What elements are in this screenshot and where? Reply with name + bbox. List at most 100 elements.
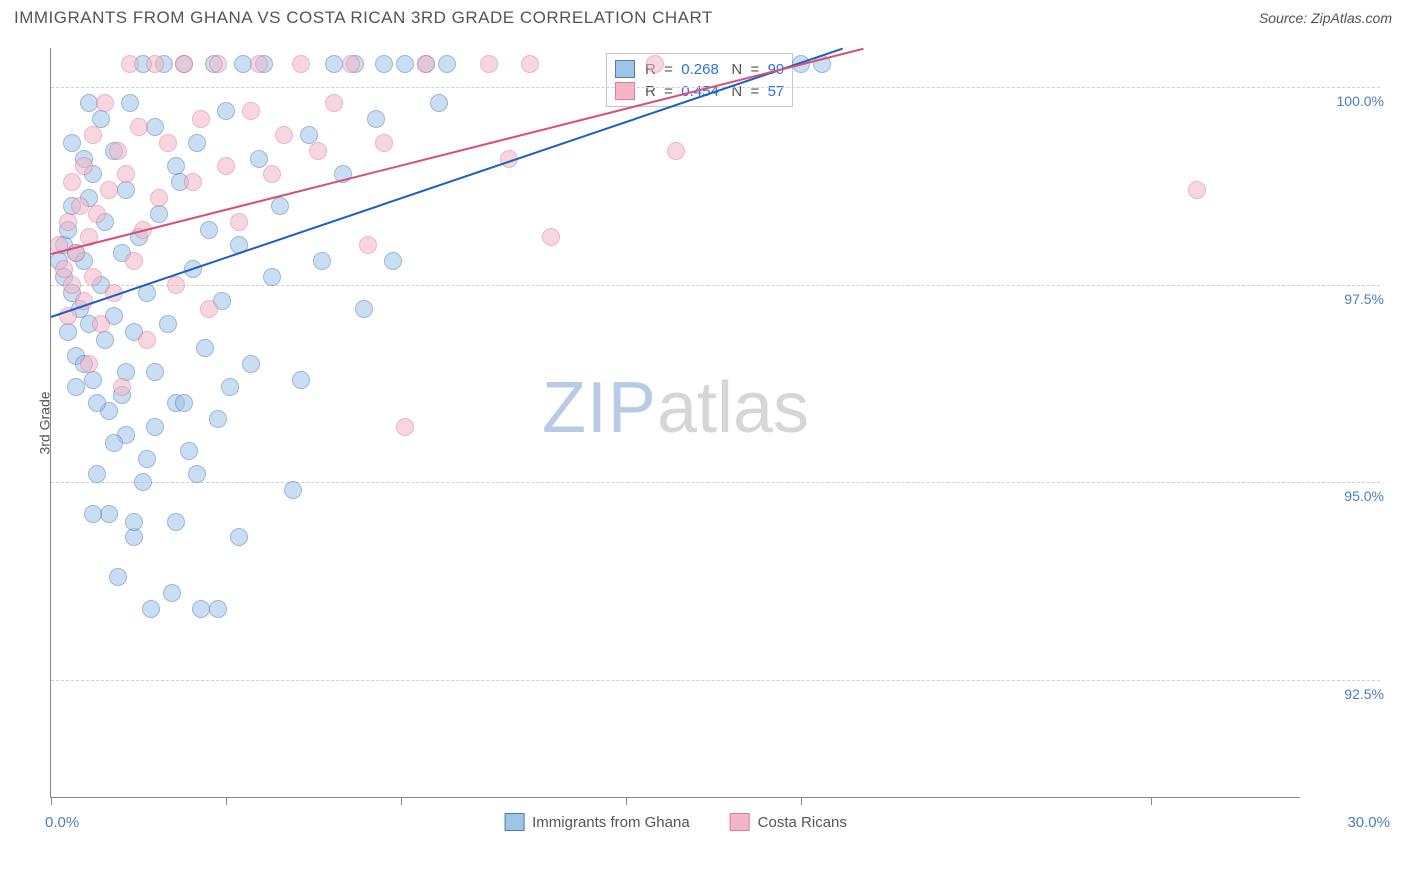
scatter-point-costa_rican [375,134,393,152]
scatter-point-costa_rican [84,126,102,144]
scatter-point-ghana [134,473,152,491]
scatter-point-costa_rican [146,55,164,73]
scatter-point-costa_rican [209,55,227,73]
scatter-point-costa_rican [71,197,89,215]
scatter-point-ghana [180,442,198,460]
scatter-point-costa_rican [184,173,202,191]
scatter-point-costa_rican [1188,181,1206,199]
scatter-point-ghana [192,600,210,618]
scatter-point-costa_rican [125,252,143,270]
scatter-point-ghana [67,378,85,396]
y-tick-label: 95.0% [1314,488,1384,504]
scatter-point-ghana [221,378,239,396]
scatter-point-ghana [430,94,448,112]
trend-line-ghana [51,48,843,318]
y-tick-label: 97.5% [1314,291,1384,307]
scatter-point-ghana [209,410,227,428]
scatter-point-ghana [234,55,252,73]
scatter-point-ghana [59,323,77,341]
watermark: ZIPatlas [542,367,809,449]
scatter-point-costa_rican [359,236,377,254]
scatter-point-costa_rican [117,165,135,183]
scatter-point-ghana [84,371,102,389]
x-tick [401,797,402,805]
scatter-point-ghana [121,94,139,112]
scatter-point-ghana [105,434,123,452]
scatter-point-ghana [138,450,156,468]
scatter-point-costa_rican [159,134,177,152]
scatter-point-costa_rican [88,205,106,223]
scatter-point-costa_rican [167,276,185,294]
swatch-ghana [615,60,635,78]
scatter-point-ghana [188,465,206,483]
scatter-point-ghana [209,600,227,618]
scatter-point-costa_rican [63,173,81,191]
scatter-point-ghana [117,181,135,199]
scatter-point-costa_rican [80,355,98,373]
scatter-point-costa_rican [59,213,77,231]
scatter-point-ghana [146,118,164,136]
legend-item-costa_rican: Costa Ricans [730,813,847,831]
scatter-point-costa_rican [242,102,260,120]
grid-line [51,680,1380,681]
scatter-point-costa_rican [84,268,102,286]
scatter-point-costa_rican [263,165,281,183]
scatter-point-ghana [200,221,218,239]
bottom-legend: Immigrants from Ghana Costa Ricans [504,813,847,831]
scatter-point-ghana [250,150,268,168]
scatter-point-ghana [150,205,168,223]
scatter-point-ghana [84,505,102,523]
scatter-point-ghana [242,355,260,373]
x-axis-max-label: 30.0% [1347,814,1390,831]
scatter-point-costa_rican [192,110,210,128]
scatter-point-ghana [63,134,81,152]
scatter-point-ghana [355,300,373,318]
x-tick [51,797,52,805]
scatter-point-costa_rican [150,189,168,207]
scatter-point-ghana [88,394,106,412]
scatter-point-ghana [109,568,127,586]
scatter-point-costa_rican [646,55,664,73]
scatter-point-ghana [313,252,331,270]
plot-area: ZIPatlas 3rd Grade 0.0% 30.0% R = 0.268 … [50,48,1300,798]
scatter-point-ghana [146,418,164,436]
scatter-point-costa_rican [96,94,114,112]
scatter-point-ghana [146,363,164,381]
scatter-point-ghana [80,94,98,112]
scatter-point-costa_rican [480,55,498,73]
legend-label-ghana: Immigrants from Ghana [532,814,690,831]
scatter-point-costa_rican [113,378,131,396]
scatter-point-costa_rican [92,315,110,333]
scatter-point-costa_rican [309,142,327,160]
scatter-point-ghana [325,55,343,73]
legend-swatch-costa_rican [730,813,750,831]
grid-line [51,482,1380,483]
scatter-point-costa_rican [217,157,235,175]
scatter-point-ghana [292,371,310,389]
stats-legend-box: R = 0.268 N = 99R = 0.454 N = 57 [606,53,793,107]
scatter-point-ghana [438,55,456,73]
y-tick-label: 100.0% [1314,93,1384,109]
grid-line [51,285,1380,286]
scatter-point-costa_rican [521,55,539,73]
scatter-point-ghana [217,102,235,120]
scatter-point-costa_rican [250,55,268,73]
scatter-point-ghana [88,465,106,483]
scatter-point-costa_rican [63,276,81,294]
scatter-point-costa_rican [138,331,156,349]
scatter-point-costa_rican [275,126,293,144]
chart-source: Source: ZipAtlas.com [1259,10,1392,26]
scatter-point-costa_rican [109,142,127,160]
legend-swatch-ghana [504,813,524,831]
scatter-point-ghana [125,513,143,531]
scatter-point-ghana [125,528,143,546]
scatter-point-costa_rican [325,94,343,112]
scatter-point-costa_rican [100,181,118,199]
scatter-point-ghana [196,339,214,357]
scatter-point-ghana [396,55,414,73]
x-tick [226,797,227,805]
scatter-point-ghana [96,331,114,349]
scatter-point-ghana [230,528,248,546]
scatter-point-costa_rican [417,55,435,73]
scatter-point-ghana [100,505,118,523]
